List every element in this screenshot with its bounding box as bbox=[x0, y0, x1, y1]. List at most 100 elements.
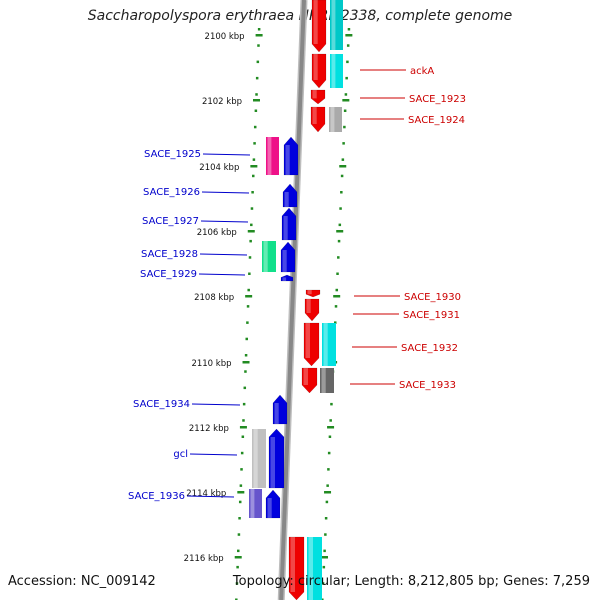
outer-rail-dot bbox=[347, 28, 351, 31]
reverse-gene-arrow-shine bbox=[267, 498, 272, 518]
outer-rail-dot bbox=[344, 93, 348, 96]
topology-text: Topology: circular; Length: 8,212,805 bp… bbox=[232, 574, 590, 589]
cog-block bbox=[320, 368, 334, 393]
cog-block-shine bbox=[263, 241, 268, 272]
inner-rail-dot bbox=[242, 419, 245, 422]
reverse-gene-arrow bbox=[281, 207, 297, 241]
inner-rail-dot bbox=[254, 109, 258, 112]
outer-rail-dot bbox=[335, 288, 339, 292]
inner-rail-dot bbox=[252, 174, 255, 178]
cog-block-shine bbox=[250, 489, 255, 518]
scale-tick bbox=[239, 426, 247, 429]
reverse-gene-arrow bbox=[280, 241, 296, 273]
scale-tick bbox=[245, 295, 253, 298]
cog-block-shine bbox=[321, 368, 326, 393]
forward-gene-arrow-shine bbox=[313, 54, 318, 80]
forward-gene-label: ackA bbox=[410, 66, 434, 77]
outer-rail-dot bbox=[327, 451, 331, 455]
inner-rail-dot bbox=[249, 239, 252, 243]
outer-rail-dot bbox=[339, 207, 342, 210]
forward-gene-arrow bbox=[301, 367, 318, 394]
outer-rail-dot bbox=[346, 44, 350, 47]
accession-text: Accession: NC_009142 bbox=[8, 574, 156, 589]
scale-label: 2112 kbp bbox=[189, 424, 229, 434]
forward-gene-label: SACE_1924 bbox=[408, 115, 465, 126]
cog-block bbox=[330, 0, 343, 50]
reverse-gene-label: SACE_1929 bbox=[140, 269, 197, 280]
scale-label: 2116 kbp bbox=[184, 554, 224, 564]
reverse-gene-arrow-shine bbox=[283, 216, 288, 240]
forward-gene-arrow-shine bbox=[313, 0, 318, 44]
outer-scale-tick bbox=[333, 295, 341, 298]
outer-rail-dot bbox=[326, 484, 329, 487]
inner-rail-dot bbox=[243, 386, 247, 390]
inner-rail-dot bbox=[240, 468, 243, 471]
scale-tick bbox=[247, 230, 255, 233]
reverse-gene-callout bbox=[199, 253, 248, 256]
outer-rail-dot bbox=[327, 468, 330, 471]
outer-scale-tick bbox=[345, 34, 353, 37]
scale-tick bbox=[242, 361, 250, 364]
inner-rail-dot bbox=[240, 451, 244, 455]
inner-rail-dot bbox=[246, 305, 250, 308]
forward-gene-arrow-shine bbox=[306, 299, 311, 313]
inner-rail-dot bbox=[257, 28, 261, 31]
reverse-gene-arrow-shine bbox=[270, 437, 275, 488]
inner-rail-dot bbox=[237, 533, 241, 536]
outer-rail-dot bbox=[324, 533, 327, 536]
cog-block-shine bbox=[267, 137, 272, 175]
reverse-gene-arrow bbox=[272, 394, 288, 425]
cog-block bbox=[322, 323, 336, 366]
forward-gene-arrow-shine bbox=[305, 323, 310, 358]
reverse-gene-arrow-shine bbox=[282, 277, 287, 281]
cog-block bbox=[307, 537, 322, 600]
reverse-gene-label: SACE_1926 bbox=[143, 187, 200, 198]
cog-block bbox=[329, 107, 342, 132]
forward-gene-arrow bbox=[305, 289, 321, 298]
inner-rail-dot bbox=[241, 435, 245, 438]
reverse-gene-label: SACE_1934 bbox=[133, 399, 190, 410]
reverse-gene-callout bbox=[201, 191, 250, 194]
scale-tick bbox=[250, 165, 258, 168]
scale-label: 2114 kbp bbox=[186, 489, 226, 499]
reverse-gene-arrow bbox=[283, 136, 299, 176]
outer-rail-dot bbox=[322, 565, 326, 569]
inner-rail-dot bbox=[244, 354, 248, 357]
inner-rail-dot bbox=[255, 93, 258, 96]
reverse-gene-arrow bbox=[268, 428, 285, 489]
outer-rail-dot bbox=[340, 191, 343, 194]
genome-backbone bbox=[279, 0, 306, 600]
scale-label: 2100 kbp bbox=[205, 32, 245, 42]
outer-rail-dot bbox=[340, 174, 344, 178]
reverse-gene-arrow bbox=[280, 274, 294, 282]
reverse-gene-arrow-shine bbox=[282, 250, 287, 272]
outer-scale-tick bbox=[321, 556, 329, 559]
inner-rail-dot bbox=[238, 500, 242, 504]
forward-gene-arrow bbox=[303, 322, 320, 367]
outer-rail-dot bbox=[345, 76, 348, 80]
inner-rail-dot bbox=[251, 191, 254, 194]
outer-rail-dot bbox=[323, 549, 326, 553]
reverse-gene-arrow-shine bbox=[284, 192, 289, 207]
outer-rail-dot bbox=[343, 109, 347, 112]
inner-rail-dot bbox=[245, 337, 248, 341]
inner-rail-dot bbox=[248, 272, 251, 275]
outer-rail-dot bbox=[321, 598, 324, 600]
reverse-gene-label: SACE_1927 bbox=[142, 216, 199, 227]
cog-block bbox=[262, 241, 276, 272]
forward-gene-label: SACE_1932 bbox=[401, 343, 458, 354]
reverse-gene-callout bbox=[200, 220, 249, 223]
inner-rail-dot bbox=[250, 223, 253, 227]
reverse-gene-arrow-shine bbox=[285, 145, 290, 175]
inner-rail-dot bbox=[247, 288, 250, 292]
inner-rail-dot bbox=[236, 565, 239, 569]
scale-label: 2108 kbp bbox=[194, 293, 234, 303]
inner-rail-dot bbox=[244, 370, 247, 373]
forward-gene-arrow bbox=[288, 536, 305, 600]
reverse-gene-callout bbox=[191, 403, 241, 406]
forward-gene-arrow-shine bbox=[307, 290, 312, 295]
scale-label: 2104 kbp bbox=[199, 163, 239, 173]
outer-rail-dot bbox=[329, 419, 332, 422]
